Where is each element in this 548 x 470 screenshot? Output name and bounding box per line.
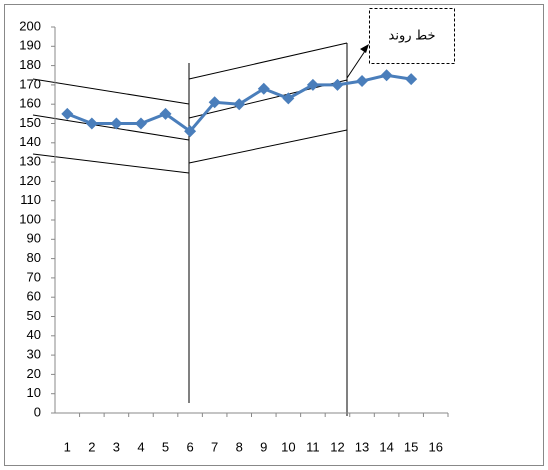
- marker: [134, 117, 147, 130]
- x-tick-label: 12: [330, 439, 344, 454]
- marker: [356, 75, 369, 88]
- y-tick-label: 80: [27, 250, 41, 265]
- annotation: خط روند: [389, 27, 436, 43]
- x-tick-label: 5: [162, 439, 169, 454]
- y-tick-label: 40: [27, 327, 41, 342]
- marker: [110, 117, 123, 130]
- marker: [184, 125, 197, 138]
- x-tick-label: 11: [306, 439, 320, 454]
- y-tick-label: 190: [19, 38, 41, 53]
- y-tick-label: 90: [27, 231, 41, 246]
- marker: [331, 78, 344, 91]
- trend-line: [32, 153, 190, 174]
- trend-line: [188, 129, 348, 164]
- y-tick-label: 200: [19, 18, 41, 33]
- marker: [306, 78, 319, 91]
- chart-border: [4, 4, 544, 466]
- y-tick-label: 20: [27, 366, 41, 381]
- y-tick-label: 10: [27, 385, 41, 400]
- y-tick-label: 70: [27, 269, 41, 284]
- marker: [405, 73, 418, 86]
- marker: [61, 107, 74, 120]
- y-tick-label: 100: [19, 211, 41, 226]
- marker: [380, 69, 393, 82]
- marker: [257, 82, 270, 95]
- y-tick-label: 130: [19, 154, 41, 169]
- marker: [282, 92, 295, 105]
- x-tick-label: 1: [64, 439, 71, 454]
- x-tick-label: 6: [186, 439, 193, 454]
- y-tick-label: 150: [19, 115, 41, 130]
- y-tick-label: 180: [19, 57, 41, 72]
- arrow-head: [360, 44, 369, 53]
- y-tick-label: 60: [27, 289, 41, 304]
- trend-line: [32, 114, 190, 141]
- y-tick-label: 50: [27, 308, 41, 323]
- y-tick-label: 140: [19, 134, 41, 149]
- x-tick-label: 2: [88, 439, 95, 454]
- y-tick-label: 120: [19, 173, 41, 188]
- marker: [85, 117, 98, 130]
- trend-channels: [32, 42, 368, 416]
- x-tick-label: 7: [211, 439, 218, 454]
- x-tick-label: 13: [355, 439, 369, 454]
- x-tick-label: 3: [113, 439, 120, 454]
- x-tick-label: 15: [404, 439, 418, 454]
- arrow-line: [346, 47, 368, 79]
- marker: [233, 98, 246, 111]
- trend-line: [32, 78, 190, 105]
- marker: [159, 107, 172, 120]
- y-tick-label: 30: [27, 347, 41, 362]
- y-tick-label: 0: [34, 404, 41, 419]
- trend-line: [188, 42, 348, 80]
- marker: [208, 96, 221, 109]
- x-tick-label: 16: [428, 439, 442, 454]
- annotation-box: [369, 8, 455, 64]
- x-tick-label: 10: [281, 439, 295, 454]
- y-tick-label: 170: [19, 76, 41, 91]
- x-tick-label: 4: [137, 439, 144, 454]
- x-tick-label: 8: [236, 439, 243, 454]
- y-tick-label: 110: [20, 192, 41, 207]
- x-tick-label: 9: [260, 439, 267, 454]
- y-tick-label: 160: [19, 96, 41, 111]
- x-tick-label: 14: [379, 439, 393, 454]
